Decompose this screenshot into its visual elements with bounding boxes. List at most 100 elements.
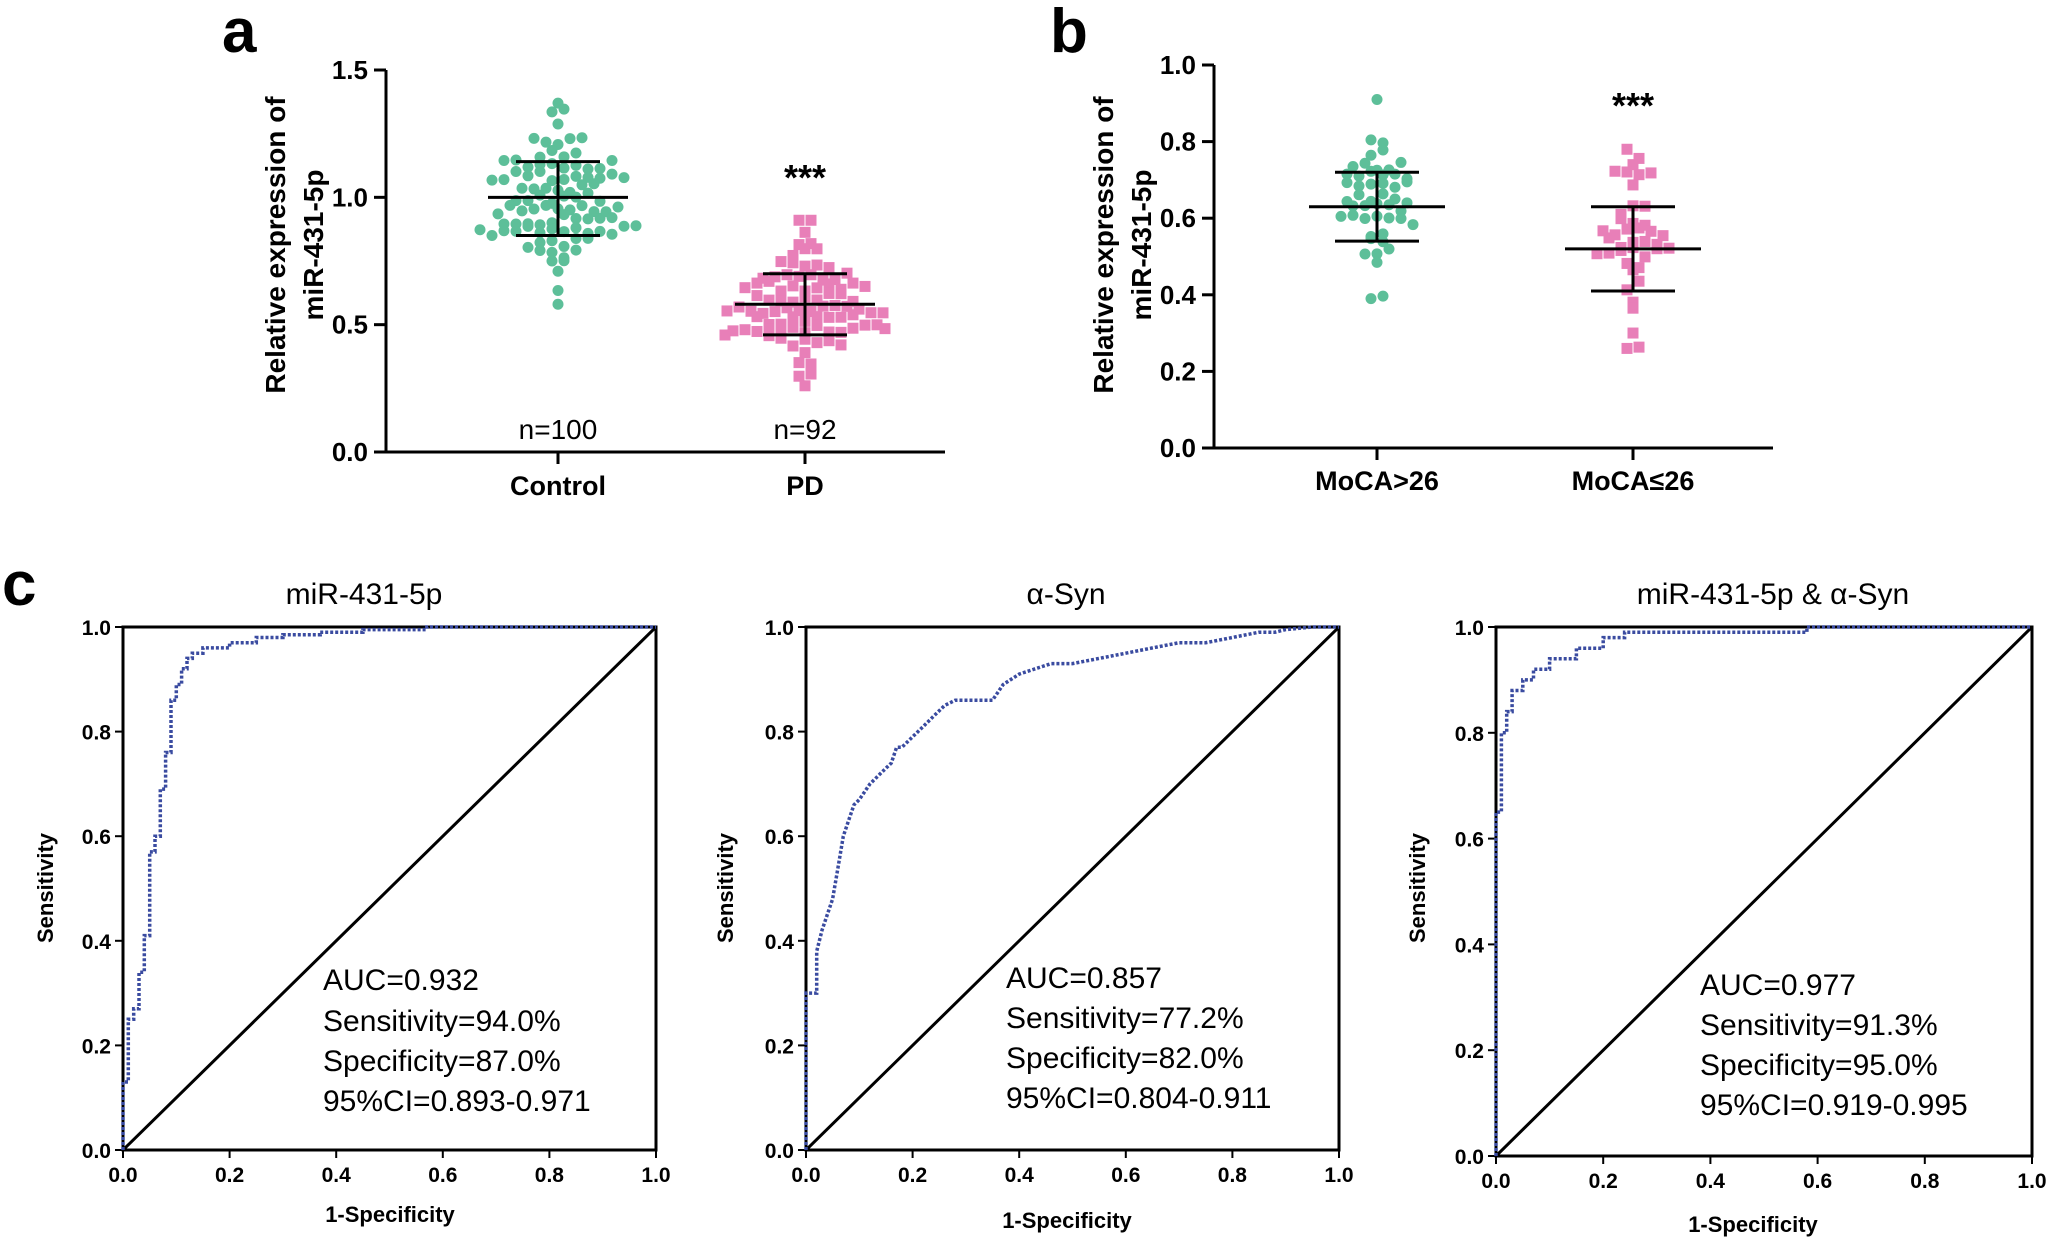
roc-x-tick-label: 0.8 bbox=[1218, 1164, 1248, 1187]
data-point bbox=[1633, 341, 1645, 353]
data-point bbox=[1365, 134, 1377, 146]
data-point bbox=[570, 147, 582, 159]
data-point bbox=[522, 170, 534, 182]
roc-x-tick-label: 1.0 bbox=[641, 1164, 670, 1187]
panel-a-n-control: n=100 bbox=[519, 414, 598, 445]
data-point bbox=[787, 321, 799, 333]
data-point bbox=[745, 305, 757, 317]
data-point bbox=[606, 168, 618, 180]
data-point bbox=[793, 270, 805, 282]
panel-b-mean-sd-bars bbox=[1309, 170, 1701, 293]
roc-2-axes: 0.0 0.2 0.4 0.6 0.8 1.0 0.0 0.2 0.4 0.6 0.8 1.0 bbox=[765, 617, 1354, 1187]
data-point bbox=[877, 307, 889, 319]
data-point bbox=[612, 201, 624, 213]
panel-label-c: c bbox=[2, 550, 36, 619]
roc-x-tick-label: 0.6 bbox=[1803, 1170, 1832, 1193]
roc-y-tick-label: 1.0 bbox=[765, 617, 794, 640]
panel-b-labels: MoCA>26 MoCA≤26 *** bbox=[1315, 85, 1694, 496]
data-point bbox=[528, 203, 540, 215]
data-point bbox=[1347, 209, 1359, 221]
roc-3-title: miR-431-5p & α-Syn bbox=[1637, 578, 1909, 611]
data-point bbox=[799, 333, 811, 345]
data-point bbox=[823, 262, 835, 274]
data-point bbox=[1603, 232, 1615, 244]
roc-y-tick-label: 0.2 bbox=[765, 1035, 794, 1058]
data-point bbox=[805, 306, 817, 318]
roc-3-ci: 95%CI=0.919-0.995 bbox=[1700, 1089, 1968, 1122]
roc-y-tick-label: 0.0 bbox=[765, 1140, 794, 1163]
data-point bbox=[1383, 212, 1395, 224]
data-point bbox=[540, 136, 552, 148]
roc-x-tick-label: 0.4 bbox=[322, 1164, 352, 1187]
roc-curve-line bbox=[121, 625, 656, 1150]
data-point bbox=[1591, 248, 1603, 260]
panel-a-y-axis-label-line1: Relative expression of bbox=[260, 96, 291, 394]
panel-a-category-control: Control bbox=[510, 471, 606, 501]
roc-frame bbox=[121, 625, 658, 1152]
data-point bbox=[817, 274, 829, 286]
data-point bbox=[775, 285, 787, 297]
data-point bbox=[606, 212, 618, 224]
data-point bbox=[540, 199, 552, 211]
roc-x-tick-label: 0.2 bbox=[215, 1164, 244, 1187]
data-point bbox=[823, 311, 835, 323]
data-point bbox=[1627, 159, 1639, 171]
panel-a-y-axis-label: Relative expression of miR-431-5p bbox=[260, 96, 329, 394]
data-point bbox=[1365, 293, 1377, 305]
data-point bbox=[546, 255, 558, 267]
data-point bbox=[546, 175, 558, 187]
roc-y-tick-label: 0.2 bbox=[1455, 1040, 1484, 1063]
data-point bbox=[847, 322, 859, 334]
data-point bbox=[576, 200, 588, 212]
roc-y-tick-label: 0.4 bbox=[82, 931, 112, 954]
roc-1-auc: AUC=0.932 bbox=[323, 964, 479, 997]
data-point bbox=[1633, 169, 1645, 181]
data-point bbox=[558, 255, 570, 267]
panel-a-axes: 0.0 0.5 1.0 1.5 bbox=[332, 55, 945, 467]
data-point bbox=[793, 370, 805, 382]
data-point bbox=[618, 172, 630, 184]
data-point bbox=[1389, 168, 1401, 180]
data-point bbox=[1377, 144, 1389, 156]
panel-a-category-pd: PD bbox=[786, 471, 824, 501]
data-point bbox=[739, 324, 751, 336]
data-point bbox=[751, 325, 763, 337]
data-point bbox=[775, 325, 787, 337]
data-point bbox=[552, 118, 564, 130]
data-point bbox=[1609, 165, 1621, 177]
panel-a-y-tick-label: 0.5 bbox=[332, 310, 368, 340]
data-point bbox=[594, 163, 606, 175]
data-point bbox=[534, 244, 546, 256]
data-point bbox=[492, 208, 504, 220]
roc-reference-diagonal bbox=[121, 625, 658, 1152]
data-point bbox=[799, 243, 811, 255]
data-point bbox=[823, 278, 835, 290]
data-point bbox=[1657, 230, 1669, 242]
data-point bbox=[787, 249, 799, 261]
data-point bbox=[805, 214, 817, 226]
data-point bbox=[775, 332, 787, 344]
data-point bbox=[787, 257, 799, 269]
data-point bbox=[757, 307, 769, 319]
data-point bbox=[751, 277, 763, 289]
roc-1-title: miR-431-5p bbox=[286, 578, 443, 611]
data-point bbox=[546, 145, 558, 157]
data-point bbox=[1353, 189, 1365, 201]
roc-x-tick-label: 0.2 bbox=[898, 1164, 927, 1187]
data-point bbox=[558, 162, 570, 174]
roc-2-ci: 95%CI=0.804-0.911 bbox=[1006, 1082, 1271, 1115]
panel-b-y-tick-label: 0.0 bbox=[1160, 433, 1196, 463]
data-point bbox=[558, 174, 570, 186]
data-point bbox=[1365, 149, 1377, 161]
data-point bbox=[859, 280, 871, 292]
data-point bbox=[817, 300, 829, 312]
roc-x-tick-label: 1.0 bbox=[2017, 1170, 2046, 1193]
data-point bbox=[546, 223, 558, 235]
data-point bbox=[787, 280, 799, 292]
data-point bbox=[775, 318, 787, 330]
data-point bbox=[763, 294, 775, 306]
data-point bbox=[528, 132, 540, 144]
data-point bbox=[1371, 256, 1383, 268]
data-point bbox=[853, 303, 865, 315]
data-point bbox=[546, 246, 558, 258]
